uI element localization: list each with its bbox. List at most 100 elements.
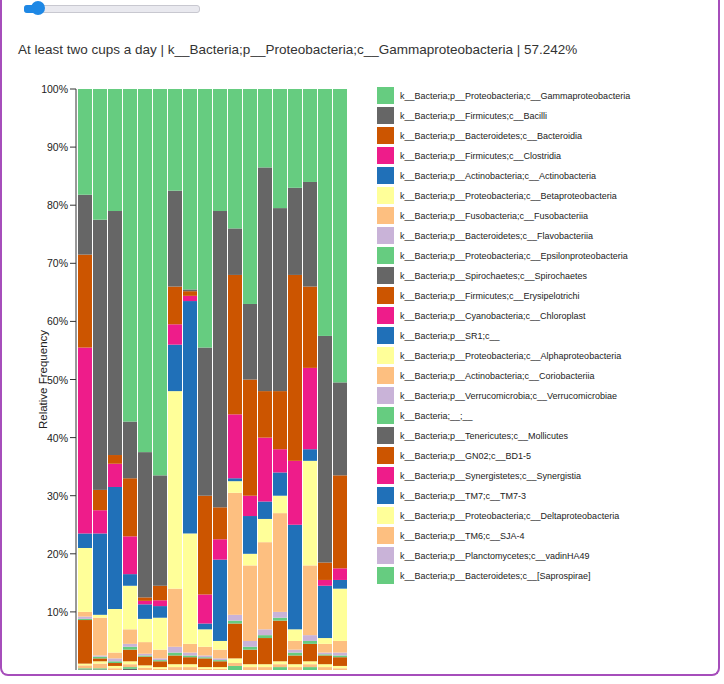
bar-segment[interactable] (78, 669, 92, 670)
bar-segment[interactable] (153, 670, 167, 671)
bar-segment[interactable] (318, 667, 332, 670)
bar-segment[interactable] (198, 670, 212, 671)
bar-segment[interactable] (108, 487, 122, 609)
bar-segment[interactable] (273, 513, 287, 612)
bar-segment[interactable] (243, 304, 257, 380)
bar-segment[interactable] (138, 597, 152, 600)
bar-segment[interactable] (78, 612, 92, 617)
bar-segment[interactable] (273, 612, 287, 618)
bar-segment[interactable] (168, 589, 182, 647)
bar-segment[interactable] (318, 654, 332, 655)
bar-segment[interactable] (318, 89, 332, 336)
bar-segment[interactable] (273, 661, 287, 664)
bar-segment[interactable] (213, 669, 227, 670)
bar-segment[interactable] (93, 669, 107, 670)
bar-segment[interactable] (213, 560, 227, 641)
bar-segment[interactable] (138, 657, 152, 666)
bar-segment[interactable] (168, 324, 182, 344)
bar-segment[interactable] (213, 539, 227, 559)
bar-segment[interactable] (213, 670, 227, 671)
bar-segment[interactable] (153, 606, 167, 618)
bar-segment[interactable] (93, 670, 107, 671)
bar-segment[interactable] (198, 670, 212, 671)
bar-segment[interactable] (153, 667, 167, 669)
bar-segment[interactable] (93, 670, 107, 671)
bar-segment[interactable] (213, 641, 227, 650)
bar-segment[interactable] (153, 670, 167, 671)
bar-segment[interactable] (273, 391, 287, 449)
bar-segment[interactable] (183, 533, 197, 643)
bar-segment[interactable] (123, 478, 137, 536)
bar-segment[interactable] (333, 89, 347, 382)
bar-segment[interactable] (213, 670, 227, 671)
bar-segment[interactable] (93, 668, 107, 669)
bar-segment[interactable] (198, 647, 212, 656)
bar-segment[interactable] (273, 621, 287, 662)
bar-segment[interactable] (258, 391, 272, 437)
bar-segment[interactable] (108, 658, 122, 661)
bar-segment[interactable] (318, 644, 332, 653)
bar-segment[interactable] (228, 658, 242, 663)
bar-segment[interactable] (153, 650, 167, 659)
bar-segment[interactable] (78, 533, 92, 548)
bar-segment[interactable] (213, 670, 227, 671)
bar-segment[interactable] (303, 368, 317, 449)
bar-segment[interactable] (183, 89, 197, 289)
bar-segment[interactable] (333, 655, 347, 657)
bar-segment[interactable] (333, 475, 347, 568)
bar-segment[interactable] (243, 565, 257, 641)
bar-segment[interactable] (258, 629, 272, 635)
bar-segment[interactable] (243, 554, 257, 566)
bar-segment[interactable] (93, 490, 107, 510)
bar-segment[interactable] (168, 345, 182, 391)
bar-segment[interactable] (183, 291, 197, 296)
bar-segment[interactable] (303, 287, 317, 368)
bar-segment[interactable] (138, 89, 152, 452)
bar-segment[interactable] (183, 653, 197, 656)
bar-segment[interactable] (318, 563, 332, 580)
bar-segment[interactable] (213, 667, 227, 669)
slider-thumb[interactable] (31, 1, 45, 15)
bar-segment[interactable] (108, 211, 122, 455)
bar-segment[interactable] (108, 609, 122, 653)
bar-segment[interactable] (183, 644, 197, 653)
bar-segment[interactable] (303, 661, 317, 664)
bar-segment[interactable] (198, 670, 212, 671)
bar-segment[interactable] (93, 664, 107, 669)
bar-segment[interactable] (183, 289, 197, 291)
bar-segment[interactable] (228, 615, 242, 621)
bar-segment[interactable] (303, 89, 317, 182)
bar-segment[interactable] (93, 670, 107, 671)
bar-segment[interactable] (198, 658, 212, 667)
bar-segment[interactable] (243, 516, 257, 554)
bar-segment[interactable] (123, 89, 137, 422)
bar-segment[interactable] (123, 422, 137, 479)
bar-segment[interactable] (288, 275, 302, 461)
bar-segment[interactable] (198, 670, 212, 671)
bar-segment[interactable] (108, 455, 122, 464)
bar-segment[interactable] (93, 661, 107, 663)
bar-segment[interactable] (228, 493, 242, 615)
bar-segment[interactable] (138, 655, 152, 656)
bar-segment[interactable] (303, 664, 317, 667)
bar-segment[interactable] (153, 670, 167, 671)
bar-segment[interactable] (153, 669, 167, 670)
bar-segment[interactable] (198, 594, 212, 623)
bar-segment[interactable] (228, 414, 242, 478)
bar-segment[interactable] (153, 618, 167, 650)
bar-segment[interactable] (153, 670, 167, 671)
bar-segment[interactable] (228, 481, 242, 493)
bar-segment[interactable] (168, 664, 182, 667)
bar-segment[interactable] (258, 638, 272, 664)
bar-segment[interactable] (258, 664, 272, 667)
bar-segment[interactable] (303, 667, 317, 670)
bar-segment[interactable] (258, 89, 272, 167)
bar-segment[interactable] (303, 635, 317, 641)
bar-segment[interactable] (303, 644, 317, 661)
bar-segment[interactable] (153, 660, 167, 661)
bar-segment[interactable] (123, 670, 137, 671)
bar-segment[interactable] (153, 670, 167, 671)
bar-segment[interactable] (168, 647, 182, 653)
bar-segment[interactable] (228, 621, 242, 624)
bar-segment[interactable] (333, 666, 347, 668)
